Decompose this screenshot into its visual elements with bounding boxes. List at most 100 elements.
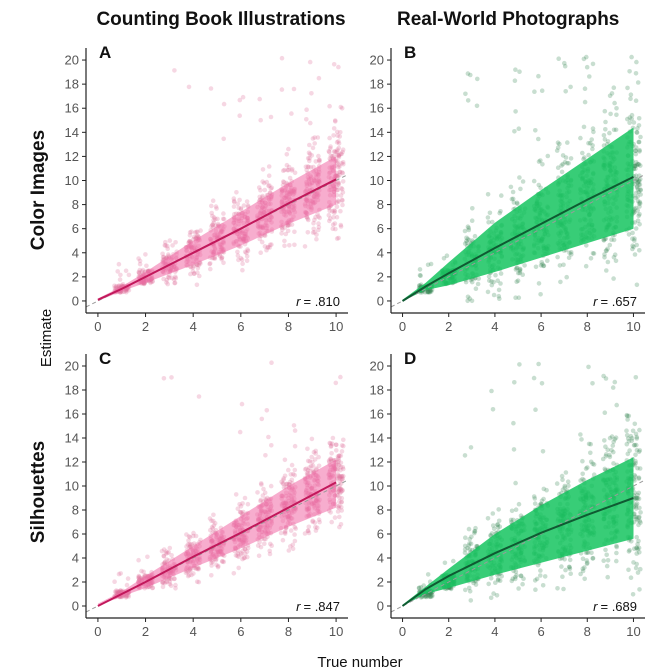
data-point	[210, 222, 215, 227]
data-point	[304, 471, 310, 476]
data-point	[635, 198, 641, 204]
data-point	[208, 266, 213, 272]
data-point	[332, 221, 338, 226]
data-point	[538, 292, 543, 297]
y-tick-label: 2	[377, 269, 384, 284]
data-point	[579, 437, 584, 442]
data-point	[584, 561, 590, 567]
data-point	[633, 461, 638, 466]
data-point	[339, 477, 345, 482]
data-point	[608, 111, 613, 117]
data-point	[195, 566, 200, 572]
data-point	[465, 71, 471, 76]
data-point	[209, 210, 214, 216]
data-point	[260, 167, 266, 172]
y-tick-label: 18	[370, 77, 384, 92]
data-point	[235, 551, 241, 556]
data-point	[496, 293, 502, 299]
data-point	[278, 530, 284, 536]
data-point	[339, 443, 345, 448]
data-point	[520, 179, 526, 184]
data-point	[194, 234, 199, 239]
data-point	[634, 447, 640, 453]
data-point	[165, 246, 170, 252]
data-point	[336, 141, 342, 146]
data-point	[540, 583, 546, 588]
r-value: = .847	[303, 599, 340, 614]
data-point	[145, 554, 150, 560]
data-point	[164, 280, 169, 285]
data-point	[334, 236, 340, 241]
data-point	[219, 255, 224, 261]
data-point	[590, 143, 595, 148]
data-point	[257, 539, 262, 545]
data-point	[221, 101, 227, 107]
data-point	[464, 238, 469, 244]
y-tick-label: 6	[72, 221, 79, 236]
data-point	[538, 263, 544, 268]
data-point	[262, 244, 268, 249]
data-point	[560, 477, 565, 483]
data-point	[191, 530, 196, 536]
data-point	[489, 531, 495, 536]
data-point	[171, 277, 177, 282]
data-point	[281, 476, 287, 481]
data-point	[425, 572, 431, 577]
data-point	[336, 488, 342, 493]
data-point	[536, 182, 542, 188]
data-point	[470, 206, 475, 211]
data-point	[112, 283, 117, 289]
data-point	[605, 139, 611, 144]
data-point	[539, 260, 544, 265]
data-point	[195, 265, 201, 271]
data-point	[211, 518, 216, 524]
y-tick-label: 4	[72, 551, 79, 566]
confidence-band-A	[97, 156, 337, 301]
data-point	[235, 506, 241, 512]
data-point	[312, 217, 317, 223]
data-point	[162, 243, 168, 248]
data-point	[220, 559, 225, 564]
data-point	[161, 580, 166, 585]
data-point	[266, 183, 271, 189]
data-point	[288, 472, 294, 477]
data-point	[231, 196, 237, 201]
data-point	[169, 275, 175, 281]
data-point	[635, 541, 640, 547]
data-point	[638, 192, 643, 197]
data-point	[235, 201, 240, 207]
data-point	[515, 278, 521, 284]
data-point	[326, 213, 332, 218]
data-point	[638, 176, 643, 182]
data-point	[139, 568, 144, 574]
data-point	[339, 499, 345, 505]
data-point	[602, 438, 607, 443]
data-point	[261, 486, 266, 492]
data-point	[338, 104, 344, 110]
data-point	[625, 116, 630, 122]
data-point	[306, 217, 311, 223]
data-point	[161, 376, 167, 381]
data-point	[293, 526, 299, 531]
y-tick-label: 4	[377, 551, 384, 566]
data-point	[628, 575, 634, 580]
data-point	[196, 566, 201, 572]
data-point	[468, 541, 474, 546]
data-point	[568, 571, 573, 576]
data-point	[636, 139, 642, 145]
data-point	[635, 547, 641, 552]
y-tick-label: 16	[65, 101, 79, 116]
data-point	[491, 591, 496, 596]
data-point	[268, 114, 274, 120]
data-point	[292, 524, 298, 530]
data-point	[539, 88, 545, 93]
data-point	[425, 262, 431, 268]
fit-line-B	[401, 176, 634, 302]
data-point	[636, 522, 641, 528]
data-point	[328, 444, 334, 449]
data-point	[335, 133, 340, 138]
data-point	[626, 549, 632, 554]
data-point	[581, 56, 587, 62]
data-point	[541, 263, 547, 269]
data-point	[334, 149, 339, 155]
